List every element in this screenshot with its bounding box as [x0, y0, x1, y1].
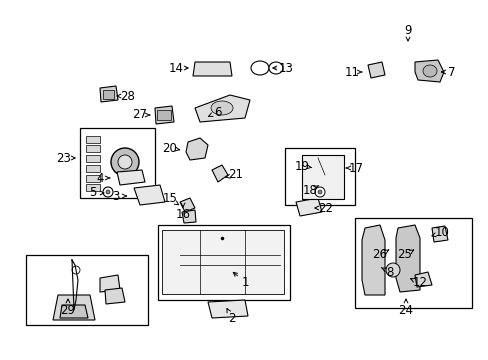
Text: 7: 7 [447, 66, 455, 78]
Polygon shape [361, 225, 384, 295]
Bar [86, 175, 100, 182]
Polygon shape [117, 170, 145, 185]
Ellipse shape [210, 101, 232, 115]
Bar [103, 90, 114, 99]
Text: 25: 25 [397, 248, 411, 261]
Text: 9: 9 [404, 23, 411, 36]
Text: 24: 24 [398, 303, 413, 316]
Bar [285, 148, 354, 205]
Text: 2: 2 [228, 311, 235, 324]
Polygon shape [53, 295, 95, 320]
Bar [158, 225, 289, 300]
Circle shape [385, 263, 399, 277]
Ellipse shape [268, 62, 283, 74]
Text: 1: 1 [241, 275, 248, 288]
Polygon shape [180, 198, 195, 212]
Circle shape [106, 190, 110, 194]
Text: 11: 11 [344, 66, 359, 78]
Bar [162, 230, 284, 294]
Text: 20: 20 [162, 141, 177, 154]
Bar [26, 255, 148, 325]
Circle shape [111, 148, 139, 176]
Polygon shape [195, 95, 249, 122]
Text: 19: 19 [294, 159, 309, 172]
Bar [302, 155, 343, 199]
Polygon shape [414, 272, 431, 287]
Text: 22: 22 [318, 202, 333, 215]
Bar [86, 145, 100, 152]
Polygon shape [134, 185, 164, 205]
Text: 12: 12 [412, 276, 427, 289]
Text: 4: 4 [96, 171, 103, 184]
Bar [157, 110, 171, 120]
Polygon shape [182, 210, 196, 223]
Text: 8: 8 [386, 266, 393, 279]
Ellipse shape [422, 65, 436, 77]
Circle shape [72, 266, 80, 274]
Text: 16: 16 [175, 207, 190, 220]
Polygon shape [193, 62, 231, 76]
Bar [86, 184, 100, 191]
Text: 23: 23 [57, 152, 71, 165]
Text: 5: 5 [89, 186, 97, 199]
Bar [86, 155, 100, 162]
Polygon shape [155, 106, 174, 124]
Text: 14: 14 [168, 62, 183, 75]
Polygon shape [395, 225, 419, 292]
Polygon shape [105, 288, 125, 304]
Polygon shape [207, 300, 247, 318]
Polygon shape [100, 86, 118, 102]
Bar [80, 128, 155, 198]
Circle shape [118, 155, 132, 169]
Text: 21: 21 [228, 168, 243, 181]
Polygon shape [60, 305, 88, 318]
Text: 28: 28 [121, 90, 135, 103]
Bar [86, 165, 100, 172]
Text: 26: 26 [372, 248, 386, 261]
Polygon shape [431, 226, 447, 242]
Bar [86, 136, 100, 143]
Text: 18: 18 [302, 184, 317, 197]
Text: 13: 13 [278, 62, 293, 75]
Polygon shape [100, 275, 120, 292]
Circle shape [314, 187, 325, 197]
Text: 10: 10 [434, 226, 448, 239]
Text: 29: 29 [61, 303, 75, 316]
Ellipse shape [250, 61, 268, 75]
Polygon shape [414, 60, 443, 82]
Bar [354, 218, 471, 308]
Text: 15: 15 [162, 193, 177, 206]
Text: 6: 6 [214, 105, 221, 118]
Text: 27: 27 [132, 108, 147, 122]
Polygon shape [295, 198, 321, 216]
Circle shape [103, 187, 113, 197]
Polygon shape [212, 165, 227, 182]
Polygon shape [185, 138, 207, 160]
Circle shape [317, 190, 321, 194]
Polygon shape [367, 62, 384, 78]
Text: 17: 17 [348, 162, 363, 175]
Text: 3: 3 [112, 189, 120, 202]
